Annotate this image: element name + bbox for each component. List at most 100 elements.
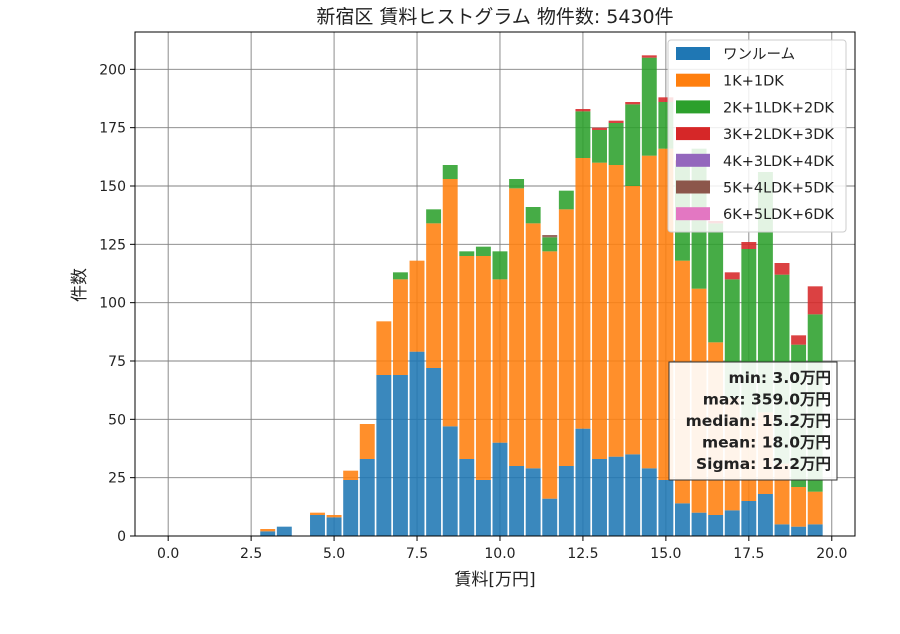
legend-swatch-1 [676,73,710,87]
bar-0-1 [276,526,292,536]
bar-3-24 [658,97,674,102]
legend-box [667,39,847,233]
bar-1-22 [625,186,641,455]
bar-3-28 [724,272,740,280]
x-tick-label-4: 10.0 [484,546,515,562]
bar-1-10 [426,223,442,368]
legend-swatch-0 [676,47,710,60]
bar-0-27 [708,515,724,536]
bar-3-31 [774,263,790,275]
bar-1-3 [310,512,325,515]
bar-2-18 [558,190,574,210]
x-tick-label-0: 0.0 [157,546,179,562]
x-tick-label-7: 17.5 [733,546,764,562]
bar-0-29 [741,501,757,536]
bar-3-29 [741,242,757,249]
bar-2-15 [509,179,525,189]
bar-2-8 [392,272,408,280]
bar-1-17 [542,251,558,499]
bar-1-20 [592,162,607,459]
bar-0-32 [791,526,807,536]
bar-3-19 [575,109,591,112]
legend-label-4: 4K+3LDK+4DK [723,154,834,170]
legend-swatch-2 [676,100,710,114]
bar-0-11 [442,426,458,536]
bar-0-19 [575,428,591,536]
bar-1-32 [791,487,807,527]
bar-1-13 [475,256,491,480]
y-axis-label: 件数 [70,268,90,302]
y-tick-label-3: 75 [108,354,126,370]
y-tick-label-7: 175 [99,121,126,137]
stats-line-2: median: 15.2万円 [686,412,831,430]
bar-0-7 [376,375,392,536]
bar-0-6 [359,459,375,536]
y-tick-label-1: 25 [108,471,126,487]
x-tick-label-3: 7.5 [406,546,428,562]
bar-0-33 [807,524,823,536]
bar-1-4 [326,515,342,518]
bar-0-17 [542,498,558,536]
legend-label-0: ワンルーム [723,47,795,63]
y-tick-label-6: 150 [99,179,126,195]
stats-box: min: 3.0万円 max: 359.0万円 median: 15.2万円 mean… [668,361,838,481]
bar-0-4 [326,517,342,536]
bar-1-23 [641,155,657,469]
bar-1-7 [376,321,392,375]
bar-1-12 [459,256,475,459]
bar-2-20 [592,130,607,163]
legend-label-2: 2K+1LDK+2DK [723,100,834,116]
chart-title: 新宿区 賃料ヒストグラム 物件数: 5430件 [316,6,673,28]
bar-1-33 [807,491,823,525]
bar-2-11 [442,165,458,179]
legend-label-6: 6K+5LDK+6DK [723,207,834,223]
bar-5-17 [542,235,558,238]
legend: ワンルーム 1K+1DK 2K+1LDK+2DK 3K+2LDK+3DK 4K+3LDK… [667,39,847,233]
bar-2-16 [525,207,541,224]
y-tick-label-2: 50 [108,412,126,428]
bar-2-23 [641,57,657,156]
bar-0-30 [757,494,773,536]
bar-2-22 [625,104,641,186]
bar-0-16 [525,468,541,536]
bar-0-22 [625,454,641,536]
legend-label-1: 1K+1DK [723,74,784,90]
legend-label-5: 5K+4LDK+5DK [723,181,834,197]
bar-0-26 [691,512,707,536]
y-tick-label-0: 0 [117,529,126,545]
bar-1-8 [392,279,408,375]
bar-0-8 [392,375,408,536]
bar-1-21 [608,165,624,457]
bar-1-19 [575,158,591,429]
y-tick-label-5: 125 [99,237,126,253]
bar-1-6 [359,424,375,459]
bar-2-27 [708,223,724,343]
stats-line-1: max: 359.0万円 [703,391,831,409]
y-tick-label-8: 200 [99,62,126,78]
bar-0-23 [641,468,657,536]
bar-3-33 [807,286,823,315]
legend-label-3: 3K+2LDK+3DK [723,127,834,143]
bar-2-10 [426,209,442,224]
bar-2-21 [608,123,624,165]
stats-frame [668,361,838,481]
bar-2-14 [492,251,508,280]
x-tick-label-6: 15.0 [650,546,681,562]
bar-0-21 [608,456,624,536]
x-axis-label: 賃料[万円] [454,570,535,590]
stats-line-4: Sigma: 12.2万円 [696,455,831,473]
bar-0-31 [774,524,790,536]
bar-0-14 [492,442,508,536]
bar-0-24 [658,480,674,536]
axis-ticks: 0.0 2.5 5.0 7.5 10.0 12.5 15.0 17.5 20.0 0 25 50 75 1… [99,62,847,562]
bar-0-12 [459,459,475,536]
bar-1-14 [492,279,508,443]
bar-0-15 [509,466,525,536]
bar-0-18 [558,466,574,536]
bar-0-5 [343,480,359,536]
legend-swatch-5 [676,180,710,194]
bar-3-21 [608,120,624,123]
bar-1-9 [409,260,425,352]
